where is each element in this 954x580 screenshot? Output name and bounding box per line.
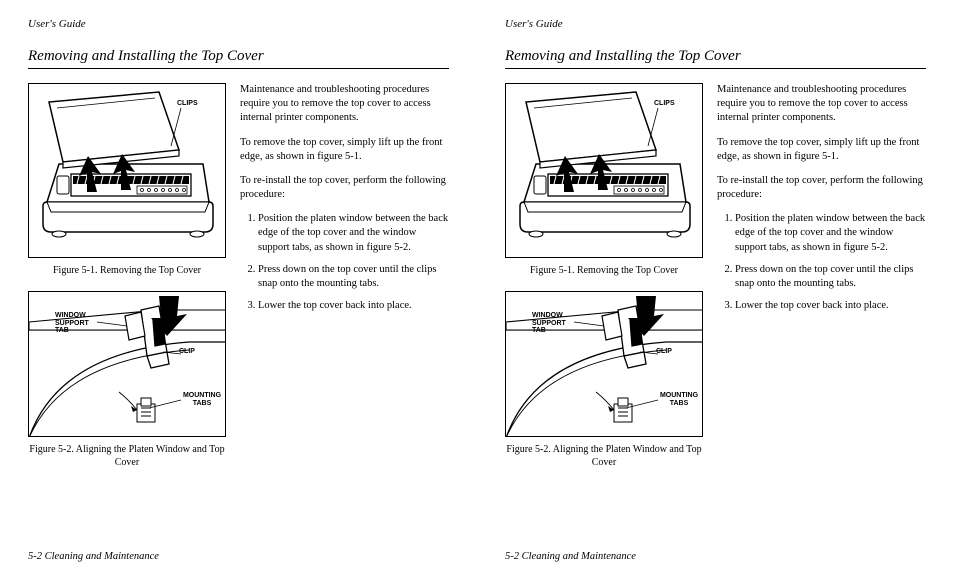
figure-5-1: CLIPS <box>505 83 703 258</box>
procedure-list: Position the platen window between the b… <box>240 212 449 313</box>
page-left: User's Guide Removing and Installing the… <box>0 0 477 580</box>
label-window-support-tab: WINDOW SUPPORT TAB <box>532 312 576 335</box>
procedure-list: Position the platen window between the b… <box>717 212 926 313</box>
figure-5-2-caption: Figure 5-2. Aligning the Platen Window a… <box>28 443 226 469</box>
figures-column: CLIPS Figure 5-1. Removing the Top Cover <box>28 83 226 483</box>
text-column: Maintenance and troubleshooting procedur… <box>240 83 449 483</box>
label-mounting-tabs: MOUNTING TABS <box>177 392 226 407</box>
content-columns: CLIPS Figure 5-1. Removing the Top Cover <box>505 83 926 483</box>
paragraph-reinstall: To re-install the top cover, perform the… <box>240 174 449 202</box>
step-3: Lower the top cover back into place. <box>735 299 926 313</box>
section-title: Removing and Installing the Top Cover <box>505 48 926 69</box>
figures-column: CLIPS Figure 5-1. Removing the Top Cover <box>505 83 703 483</box>
label-mounting-tabs: MOUNTING TABS <box>654 392 703 407</box>
step-2: Press down on the top cover until the cl… <box>258 263 449 291</box>
page-right: User's Guide Removing and Installing the… <box>477 0 954 580</box>
page-header: User's Guide <box>505 18 926 30</box>
paragraph-remove: To remove the top cover, simply lift up … <box>240 136 449 164</box>
label-clip: CLIP <box>656 348 672 356</box>
label-clip: CLIP <box>179 348 195 356</box>
figure-5-2-caption: Figure 5-2. Aligning the Platen Window a… <box>505 443 703 469</box>
section-title: Removing and Installing the Top Cover <box>28 48 449 69</box>
step-1: Position the platen window between the b… <box>735 212 926 255</box>
page-footer: 5-2 Cleaning and Maintenance <box>505 551 636 562</box>
content-columns: CLIPS Figure 5-1. Removing the Top Cover <box>28 83 449 483</box>
figure-5-1-caption: Figure 5-1. Removing the Top Cover <box>505 264 703 277</box>
step-1: Position the platen window between the b… <box>258 212 449 255</box>
figure-5-2: WINDOW SUPPORT TAB CLIP MOUNTING TABS <box>28 291 226 437</box>
figure-5-1: CLIPS <box>28 83 226 258</box>
paragraph-remove: To remove the top cover, simply lift up … <box>717 136 926 164</box>
paragraph-intro: Maintenance and troubleshooting procedur… <box>717 83 926 126</box>
figure-5-1-caption: Figure 5-1. Removing the Top Cover <box>28 264 226 277</box>
paragraph-reinstall: To re-install the top cover, perform the… <box>717 174 926 202</box>
figure-5-2: WINDOW SUPPORT TAB CLIP MOUNTING TABS <box>505 291 703 437</box>
step-3: Lower the top cover back into place. <box>258 299 449 313</box>
step-2: Press down on the top cover until the cl… <box>735 263 926 291</box>
page-header: User's Guide <box>28 18 449 30</box>
paragraph-intro: Maintenance and troubleshooting procedur… <box>240 83 449 126</box>
page-footer: 5-2 Cleaning and Maintenance <box>28 551 159 562</box>
text-column: Maintenance and troubleshooting procedur… <box>717 83 926 483</box>
label-clips: CLIPS <box>654 100 675 108</box>
label-window-support-tab: WINDOW SUPPORT TAB <box>55 312 99 335</box>
label-clips: CLIPS <box>177 100 198 108</box>
